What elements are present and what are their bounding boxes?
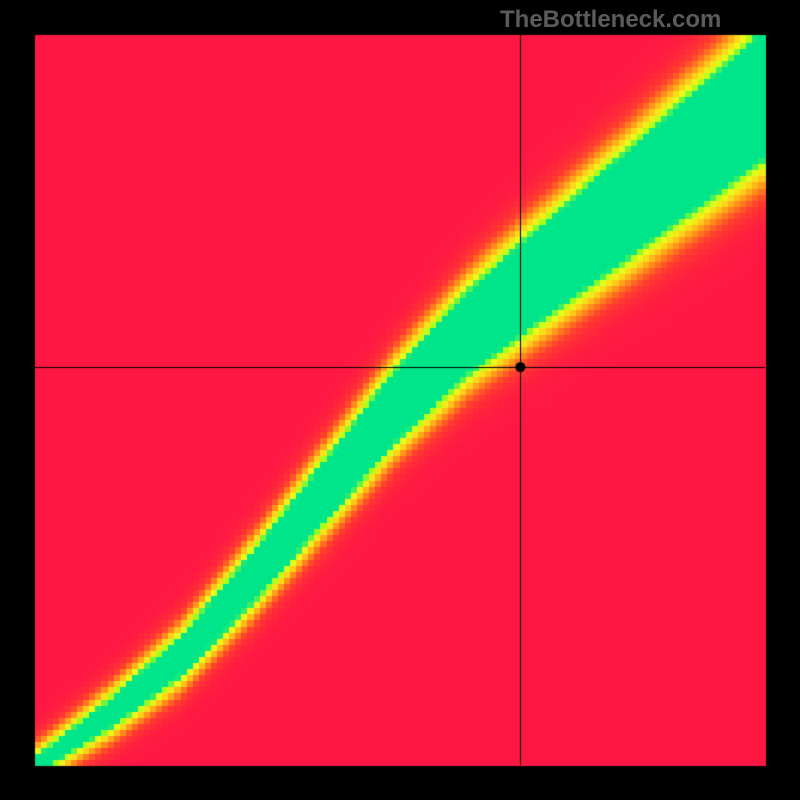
stage: TheBottleneck.com xyxy=(0,0,800,800)
watermark-text: TheBottleneck.com xyxy=(500,6,721,34)
bottleneck-heatmap xyxy=(0,0,800,800)
